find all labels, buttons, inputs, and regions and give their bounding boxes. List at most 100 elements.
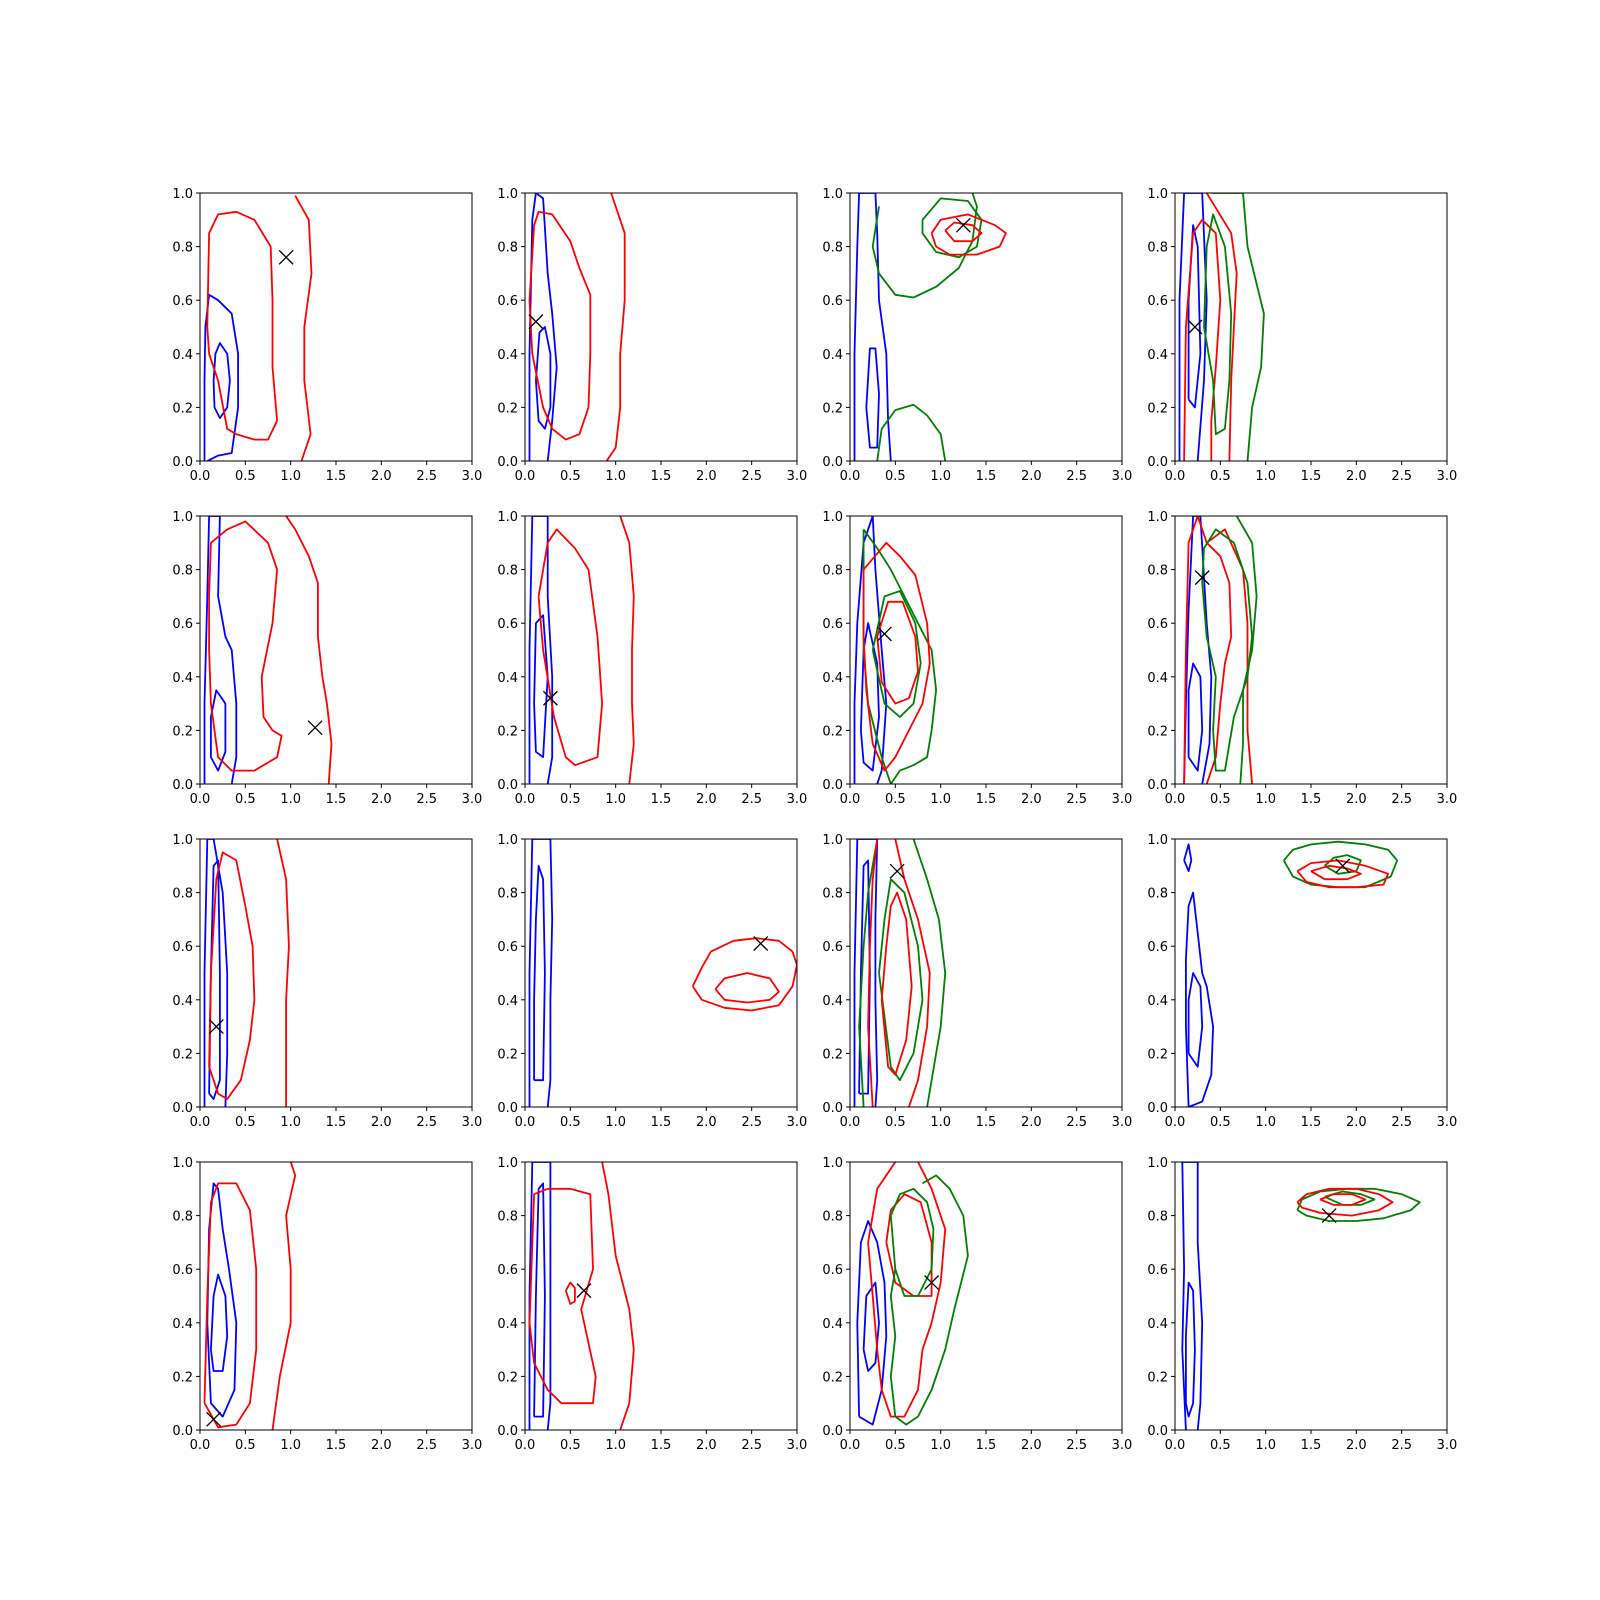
x-tick-label: 0.0 [1165, 469, 1186, 484]
x-marker [1335, 858, 1351, 874]
y-tick-label: 0.6 [1147, 294, 1168, 309]
y-tick-label: 0.6 [172, 1263, 193, 1278]
x-tick-label: 0.5 [235, 1115, 256, 1130]
axes-frame [1174, 838, 1448, 1108]
plot-area [853, 839, 947, 1107]
x-tick-label: 0.0 [190, 1438, 211, 1453]
x-tick-label: 3.0 [1112, 1438, 1133, 1453]
plot-area [1181, 1162, 1421, 1430]
x-tick-label: 1.0 [930, 1438, 951, 1453]
x-tick-label: 2.0 [696, 792, 717, 807]
y-tick-label: 0.2 [172, 1370, 193, 1385]
x-tick-label: 0.0 [1165, 1438, 1186, 1453]
x-tick-label: 0.5 [560, 1115, 581, 1130]
plot-area [1183, 516, 1258, 784]
y-tick-label: 0.8 [172, 1210, 193, 1225]
axes-frame [199, 515, 473, 785]
contour-red [619, 516, 635, 784]
y-tick-label: 0.0 [1147, 1424, 1168, 1439]
plot-area [853, 193, 1007, 461]
contour-green [912, 839, 947, 1107]
subplot-r2-c4: 0.0 0.5 1.0 1.5 2.0 2.5 3.0 0.0 0.2 0.4 0.6 0.8 1.0 [1147, 510, 1457, 807]
x-tick-label: 0.0 [840, 792, 861, 807]
x-tick-label: 0.5 [885, 792, 906, 807]
subplot-r3-c4: 0.0 0.5 1.0 1.5 2.0 2.5 3.0 0.0 0.2 0.4 0.6 0.8 1.0 [1147, 833, 1457, 1130]
subplot-r1-c3: 0.0 0.5 1.0 1.5 2.0 2.5 3.0 0.0 0.2 0.4 0.6 0.8 1.0 [822, 187, 1132, 484]
y-tick-label: 0.6 [1147, 617, 1168, 632]
x-tick-label: 0.0 [190, 792, 211, 807]
x-tick-label: 1.0 [1255, 469, 1276, 484]
y-tick-label: 1.0 [497, 510, 518, 525]
x-tick-label: 2.5 [1391, 1115, 1412, 1130]
contour-red [1183, 516, 1233, 784]
x-tick-label: 2.0 [1021, 1438, 1042, 1453]
contour-red [276, 839, 290, 1107]
y-tick-label: 1.0 [822, 1156, 843, 1171]
contour-blue [1187, 224, 1202, 409]
x-tick-label: 1.0 [1255, 1438, 1276, 1453]
contour-red [880, 891, 913, 1076]
y-tick-label: 0.0 [172, 1101, 193, 1116]
axes-frame [524, 515, 798, 785]
contour-red [862, 541, 931, 772]
y-tick-label: 0.8 [497, 887, 518, 902]
contour-blue [853, 839, 879, 1107]
y-tick-label: 0.4 [497, 348, 518, 363]
x-tick-label: 1.5 [651, 1115, 672, 1130]
x-tick-label: 0.0 [515, 469, 536, 484]
contour-red [528, 210, 592, 441]
x-tick-label: 3.0 [1437, 1115, 1458, 1130]
y-tick-label: 0.4 [497, 994, 518, 1009]
x-tick-label: 1.0 [1255, 792, 1276, 807]
axes-frame [849, 515, 1123, 785]
x-tick-label: 1.0 [930, 1115, 951, 1130]
x-tick-label: 0.5 [885, 1438, 906, 1453]
contour-blue [210, 1273, 229, 1372]
y-tick-label: 0.6 [822, 1263, 843, 1278]
x-tick-label: 1.0 [605, 1115, 626, 1130]
subplot-r3-c2: 0.0 0.5 1.0 1.5 2.0 2.5 3.0 0.0 0.2 0.4 0.6 0.8 1.0 [497, 833, 807, 1130]
x-tick-label: 2.5 [1066, 1438, 1087, 1453]
axes-frame [199, 1161, 473, 1431]
contour-blue [533, 1182, 546, 1418]
x-tick-label: 0.0 [515, 1115, 536, 1130]
x-tick-label: 3.0 [787, 1438, 808, 1453]
y-tick-label: 0.6 [822, 940, 843, 955]
subplot-r4-c2: 0.0 0.5 1.0 1.5 2.0 2.5 3.0 0.0 0.2 0.4 0.6 0.8 1.0 [497, 1156, 807, 1453]
y-tick-label: 0.6 [172, 940, 193, 955]
y-tick-label: 0.8 [1147, 564, 1168, 579]
y-tick-label: 0.2 [822, 724, 843, 739]
contour-green [1201, 528, 1253, 772]
x-tick-label: 2.5 [1391, 1438, 1412, 1453]
y-tick-label: 0.4 [822, 994, 843, 1009]
axes-frame [849, 192, 1123, 462]
x-tick-label: 1.0 [280, 792, 301, 807]
axes-frame [1174, 1161, 1448, 1431]
contour-red [1205, 193, 1238, 461]
x-marker [876, 626, 892, 642]
y-tick-label: 0.8 [497, 241, 518, 256]
subplot-r4-c1: 0.0 0.5 1.0 1.5 2.0 2.5 3.0 0.0 0.2 0.4 0.6 0.8 1.0 [172, 1156, 482, 1453]
x-tick-label: 0.5 [235, 1438, 256, 1453]
x-marker [208, 1019, 224, 1035]
subplot-r2-c3: 0.0 0.5 1.0 1.5 2.0 2.5 3.0 0.0 0.2 0.4 0.6 0.8 1.0 [822, 510, 1132, 807]
x-tick-label: 2.5 [1066, 1115, 1087, 1130]
x-tick-label: 2.0 [1346, 1438, 1367, 1453]
axes-frame [199, 192, 473, 462]
x-tick-label: 2.0 [1346, 469, 1367, 484]
x-tick-label: 3.0 [1112, 792, 1133, 807]
contour-blue [1187, 972, 1204, 1068]
y-tick-label: 0.4 [822, 348, 843, 363]
y-tick-label: 1.0 [1147, 510, 1168, 525]
x-tick-label: 2.5 [416, 1438, 437, 1453]
y-tick-label: 0.2 [497, 1047, 518, 1062]
y-tick-label: 0.2 [172, 401, 193, 416]
subplot-r4-c4: 0.0 0.5 1.0 1.5 2.0 2.5 3.0 0.0 0.2 0.4 0.6 0.8 1.0 [1147, 1156, 1457, 1453]
y-tick-label: 0.4 [172, 1317, 193, 1332]
subplot-r2-c2: 0.0 0.5 1.0 1.5 2.0 2.5 3.0 0.0 0.2 0.4 0.6 0.8 1.0 [497, 510, 807, 807]
x-tick-label: 2.0 [1021, 1115, 1042, 1130]
contour-blue [212, 342, 231, 420]
x-tick-label: 3.0 [1112, 1115, 1133, 1130]
contour-green [1235, 516, 1258, 784]
contour-blue [1187, 662, 1204, 772]
